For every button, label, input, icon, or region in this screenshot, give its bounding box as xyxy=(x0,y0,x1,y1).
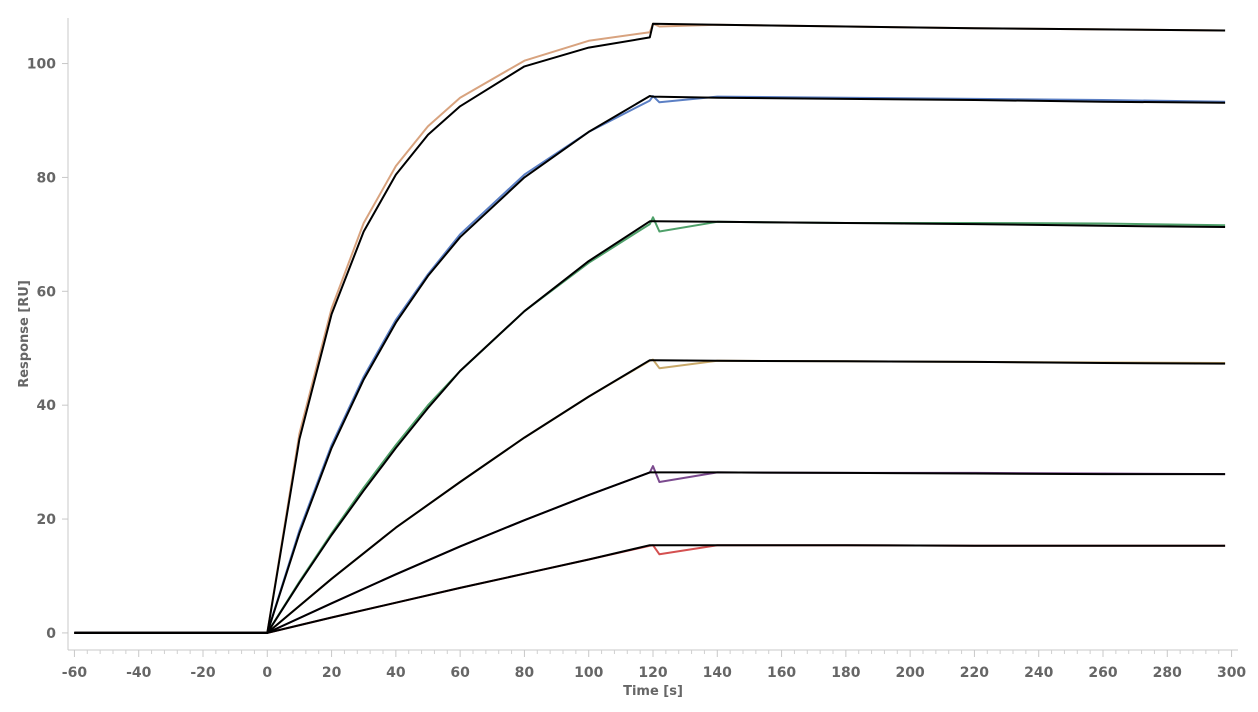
x-tick-label: 100 xyxy=(574,665,603,681)
series-line-6 xyxy=(74,544,1226,634)
x-tick-label: 220 xyxy=(960,665,989,681)
axes xyxy=(67,18,1238,651)
fit-line-1 xyxy=(74,22,1226,634)
x-tick-label: 80 xyxy=(515,665,535,681)
series-line-5 xyxy=(74,465,1226,634)
ticks: -60 -40 -20 0 20 40 60 80 100 120 140 160 180 200 220 2… xyxy=(27,57,1247,681)
x-tick-label: 40 xyxy=(386,665,406,681)
fit-line-6 xyxy=(74,544,1226,634)
x-tick-label: 300 xyxy=(1217,665,1246,681)
y-tick-label: 80 xyxy=(37,170,57,186)
x-tick-label: 200 xyxy=(896,665,925,681)
fit-line-3 xyxy=(74,220,1226,634)
x-tick-label: 20 xyxy=(322,665,342,681)
x-tick-label: -20 xyxy=(190,665,216,681)
x-tick-label: 280 xyxy=(1153,665,1182,681)
x-tick-label: 160 xyxy=(767,665,796,681)
x-tick-label: 60 xyxy=(450,665,470,681)
x-tick-label: 120 xyxy=(638,665,667,681)
fit-line-2 xyxy=(74,95,1226,634)
data-series xyxy=(74,22,1226,634)
y-tick-label: 100 xyxy=(27,57,56,73)
x-axis-title: Time [s] xyxy=(623,684,683,699)
x-tick-label: -40 xyxy=(126,665,152,681)
y-tick-label: 0 xyxy=(46,626,56,642)
fit-line-5 xyxy=(74,471,1226,634)
fit-line-4 xyxy=(74,359,1226,634)
y-tick-label: 20 xyxy=(37,512,57,528)
x-tick-label: 140 xyxy=(703,665,732,681)
series-line-2 xyxy=(74,95,1226,634)
x-tick-label: 180 xyxy=(831,665,860,681)
fit-curves xyxy=(74,22,1226,634)
x-tick-label: 0 xyxy=(262,665,272,681)
x-tick-label: 260 xyxy=(1088,665,1117,681)
x-tick-label: -60 xyxy=(62,665,88,681)
x-tick-label: 240 xyxy=(1024,665,1053,681)
series-line-3 xyxy=(74,216,1226,634)
series-line-1 xyxy=(74,22,1226,634)
y-tick-label: 40 xyxy=(37,398,57,414)
y-axis-title: Response [RU] xyxy=(17,280,32,388)
y-tick-label: 60 xyxy=(37,284,57,300)
series-line-4 xyxy=(74,358,1226,634)
